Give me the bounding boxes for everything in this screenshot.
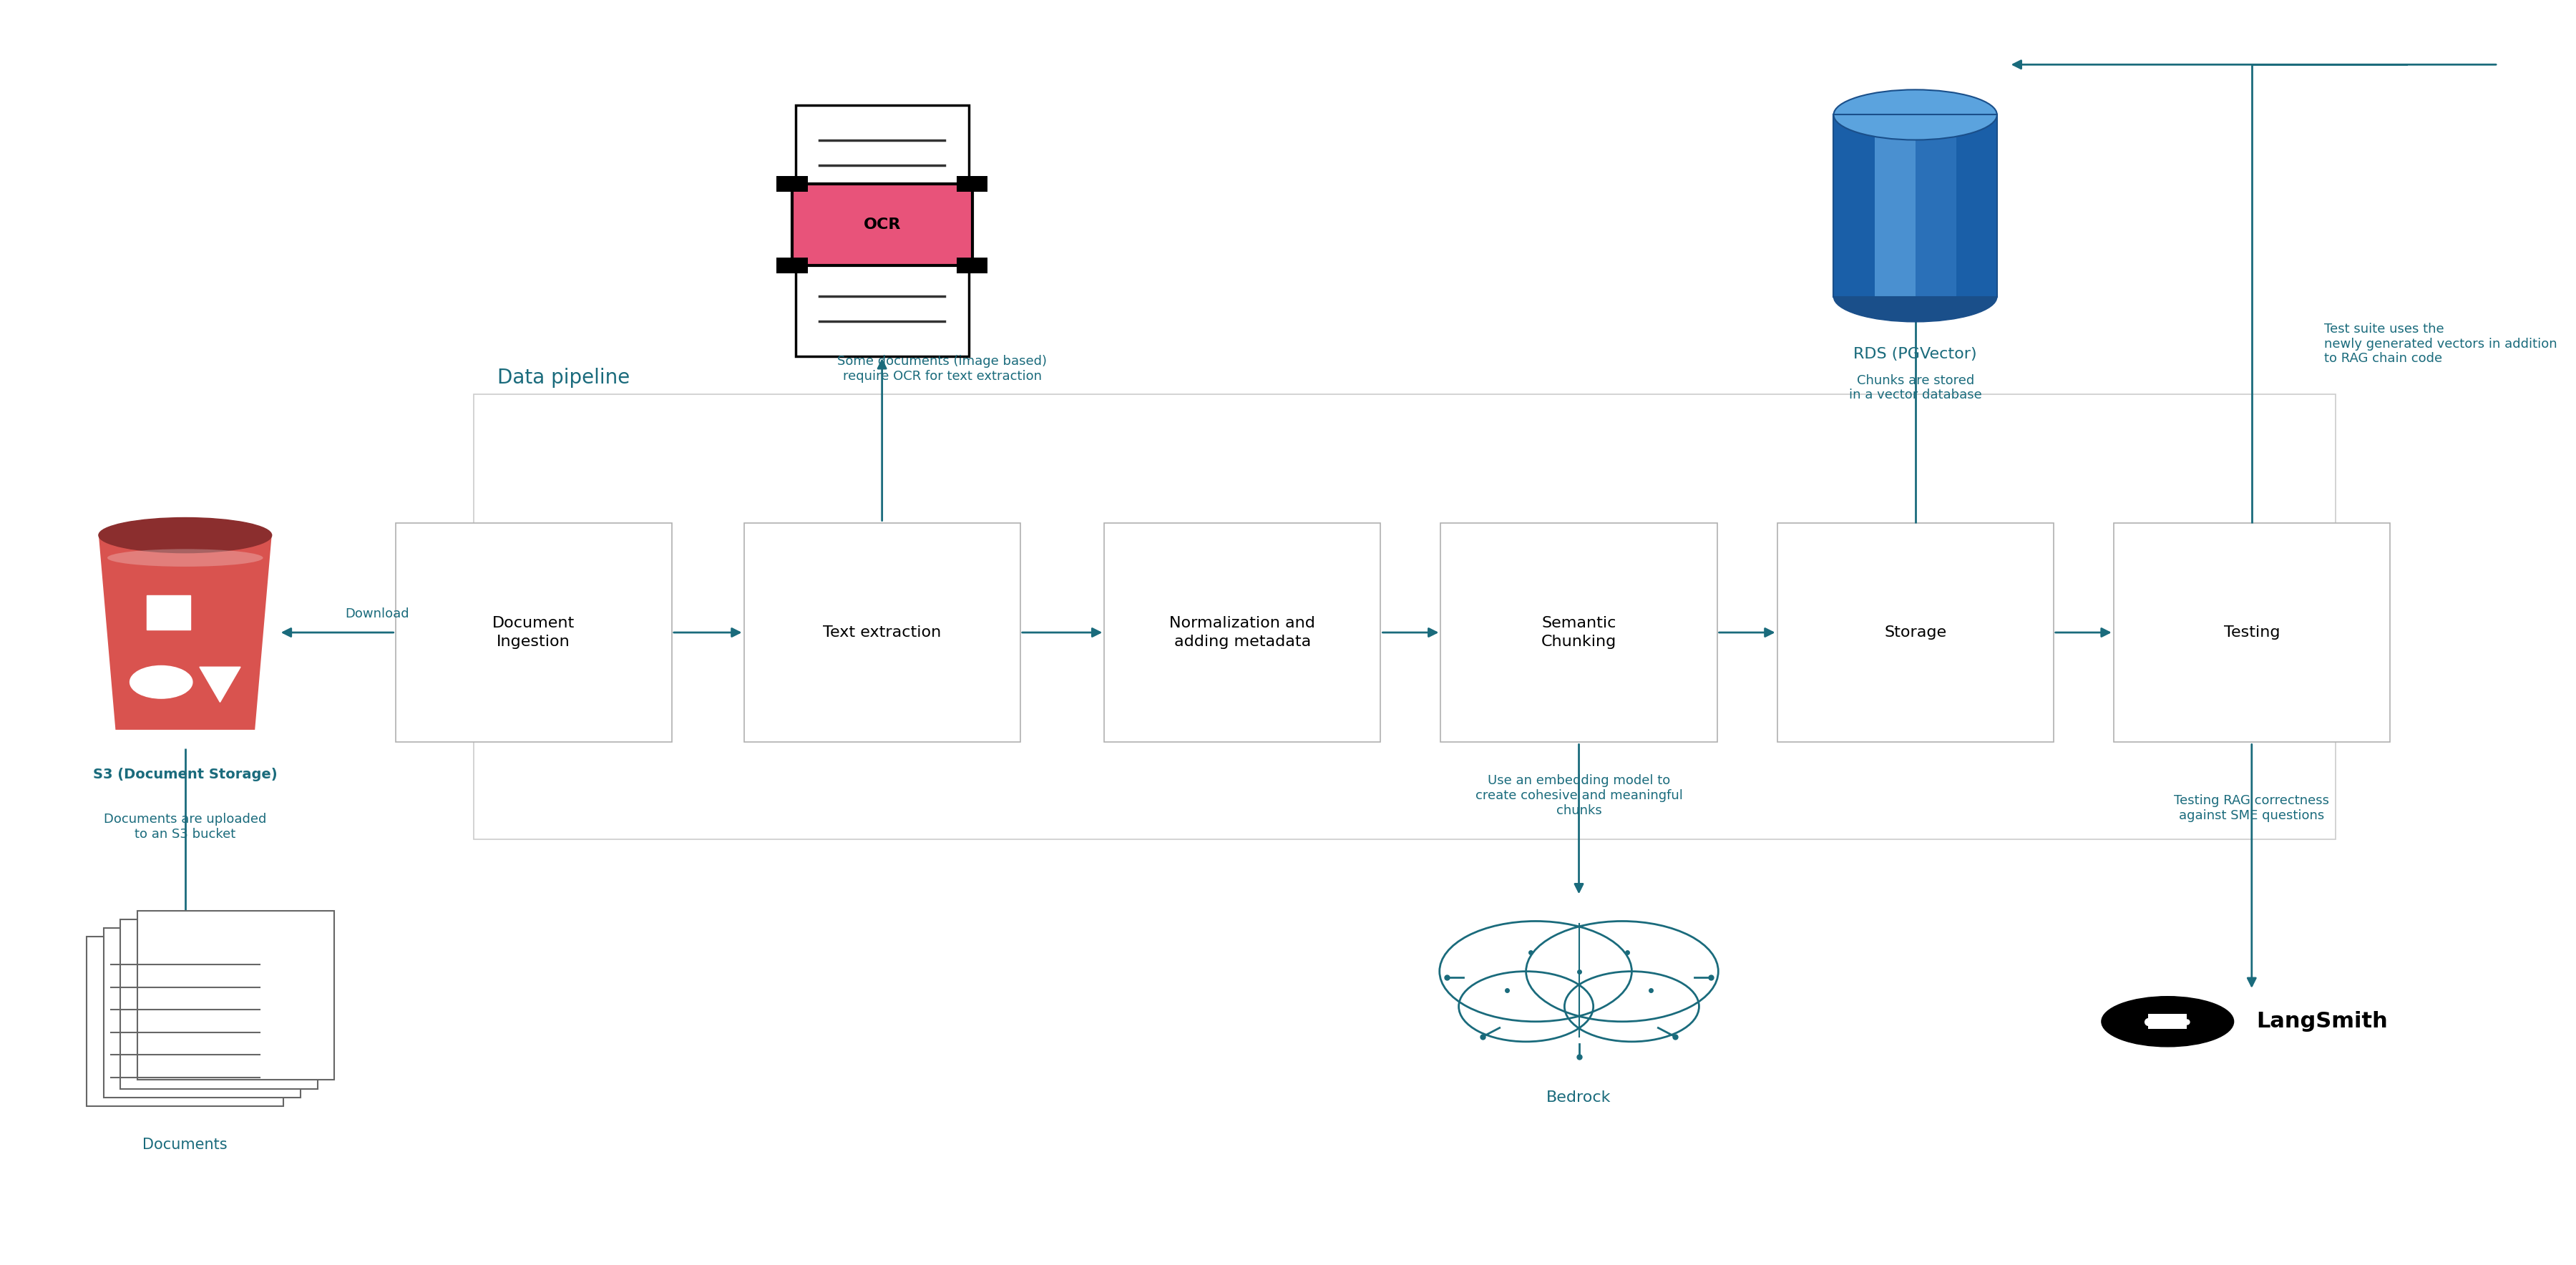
Text: LangSmith: LangSmith — [2257, 1011, 2388, 1032]
Text: Testing: Testing — [2223, 625, 2280, 640]
Ellipse shape — [108, 549, 263, 567]
Text: Bedrock: Bedrock — [1546, 1090, 1610, 1104]
FancyBboxPatch shape — [397, 522, 672, 743]
Text: Testing RAG correctness
against SME questions: Testing RAG correctness against SME ques… — [2174, 794, 2329, 822]
Ellipse shape — [2102, 997, 2233, 1046]
FancyBboxPatch shape — [1834, 115, 1875, 297]
Text: Document
Ingestion: Document Ingestion — [492, 616, 574, 649]
FancyBboxPatch shape — [1875, 115, 1917, 297]
FancyBboxPatch shape — [1777, 522, 2053, 743]
FancyBboxPatch shape — [1440, 522, 1718, 743]
FancyBboxPatch shape — [2148, 1015, 2187, 1030]
FancyBboxPatch shape — [1917, 115, 1955, 297]
FancyBboxPatch shape — [121, 920, 317, 1089]
Text: Chunks are stored
in a vector database: Chunks are stored in a vector database — [1850, 374, 1981, 402]
Text: Documents are uploaded
to an S3 bucket: Documents are uploaded to an S3 bucket — [103, 813, 265, 841]
Text: OCR: OCR — [863, 218, 902, 231]
Ellipse shape — [1834, 90, 1996, 140]
Text: Some documents (image based)
require OCR for text extraction: Some documents (image based) require OCR… — [837, 355, 1046, 383]
Text: Use an embedding model to
create cohesive and meaningful
chunks: Use an embedding model to create cohesiv… — [1476, 774, 1682, 817]
Polygon shape — [147, 596, 191, 630]
FancyBboxPatch shape — [956, 257, 987, 273]
Text: Storage: Storage — [1883, 625, 1947, 640]
Text: Test suite uses the
newly generated vectors in addition
to RAG chain code: Test suite uses the newly generated vect… — [2324, 323, 2558, 366]
FancyBboxPatch shape — [775, 257, 806, 273]
Text: Data pipeline: Data pipeline — [497, 368, 631, 388]
Text: S3 (Document Storage): S3 (Document Storage) — [93, 768, 278, 781]
FancyBboxPatch shape — [796, 105, 969, 357]
Polygon shape — [198, 667, 240, 702]
FancyBboxPatch shape — [137, 911, 335, 1080]
FancyBboxPatch shape — [2112, 522, 2391, 743]
Text: Semantic
Chunking: Semantic Chunking — [1540, 616, 1618, 649]
Text: Download: Download — [345, 607, 410, 620]
Ellipse shape — [1834, 272, 1996, 321]
FancyBboxPatch shape — [474, 393, 2336, 840]
Text: Documents: Documents — [142, 1137, 227, 1152]
Text: Text extraction: Text extraction — [822, 625, 940, 640]
Text: Normalization and
adding metadata: Normalization and adding metadata — [1170, 616, 1316, 649]
FancyBboxPatch shape — [744, 522, 1020, 743]
FancyBboxPatch shape — [103, 929, 301, 1098]
FancyBboxPatch shape — [1105, 522, 1381, 743]
FancyBboxPatch shape — [791, 183, 971, 266]
FancyBboxPatch shape — [1955, 115, 1996, 297]
FancyBboxPatch shape — [775, 176, 806, 192]
Ellipse shape — [98, 517, 270, 553]
FancyBboxPatch shape — [956, 176, 987, 192]
FancyBboxPatch shape — [88, 937, 283, 1107]
Circle shape — [129, 665, 193, 698]
Polygon shape — [98, 535, 270, 730]
Text: RDS (PGVector): RDS (PGVector) — [1855, 347, 1976, 362]
